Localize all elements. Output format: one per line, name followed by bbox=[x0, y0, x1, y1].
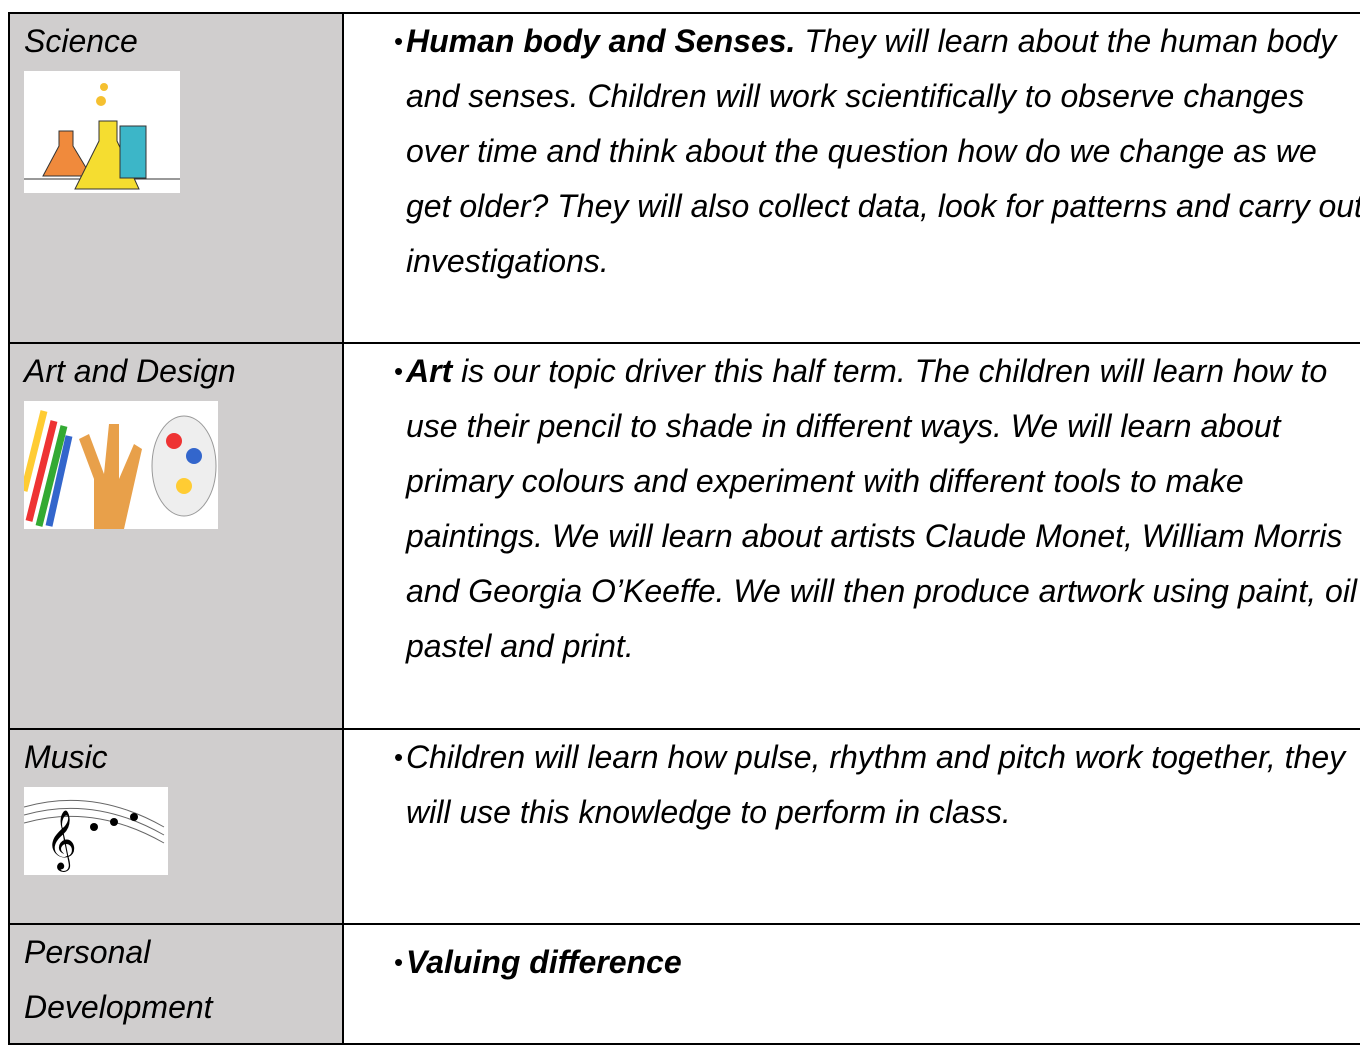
subject-cell: Personal Development bbox=[8, 923, 344, 1045]
text: They will learn about the human body and… bbox=[406, 23, 1360, 279]
description-cell: Human body and Senses. They will learn a… bbox=[342, 12, 1360, 344]
lead: Human body and Senses. bbox=[406, 23, 796, 59]
row: Art and Design Art is our topic driver t… bbox=[8, 342, 1360, 730]
svg-text:𝄞: 𝄞 bbox=[46, 810, 77, 872]
description-cell: Art is our topic driver this half term. … bbox=[342, 342, 1360, 730]
art-icon bbox=[24, 401, 218, 529]
row: Personal Development Valuing difference bbox=[8, 923, 1360, 1045]
row: Science Human body and Senses. They will… bbox=[8, 12, 1360, 344]
subject-cell: Music 𝄞 bbox=[8, 728, 344, 925]
subject-cell: Art and Design bbox=[8, 342, 344, 730]
music-icon: 𝄞 bbox=[24, 787, 168, 875]
curriculum-table: Science Human body and Senses. They will… bbox=[8, 12, 1360, 1045]
science-icon bbox=[24, 71, 180, 193]
subject: Personal Development bbox=[24, 934, 213, 1025]
lead: Valuing difference bbox=[406, 944, 682, 980]
subject: Art and Design bbox=[24, 353, 236, 389]
text: Children will learn how pulse, rhythm an… bbox=[406, 739, 1346, 830]
text: is our topic driver this half term. The … bbox=[406, 353, 1358, 664]
row: Music 𝄞 Children will learn how pulse, r… bbox=[8, 728, 1360, 925]
subject-cell: Science bbox=[8, 12, 344, 344]
description-cell: Valuing difference bbox=[342, 923, 1360, 1045]
subject: Music bbox=[24, 739, 108, 775]
subject: Science bbox=[24, 23, 138, 59]
description-cell: Children will learn how pulse, rhythm an… bbox=[342, 728, 1360, 925]
lead: Art bbox=[406, 353, 453, 389]
